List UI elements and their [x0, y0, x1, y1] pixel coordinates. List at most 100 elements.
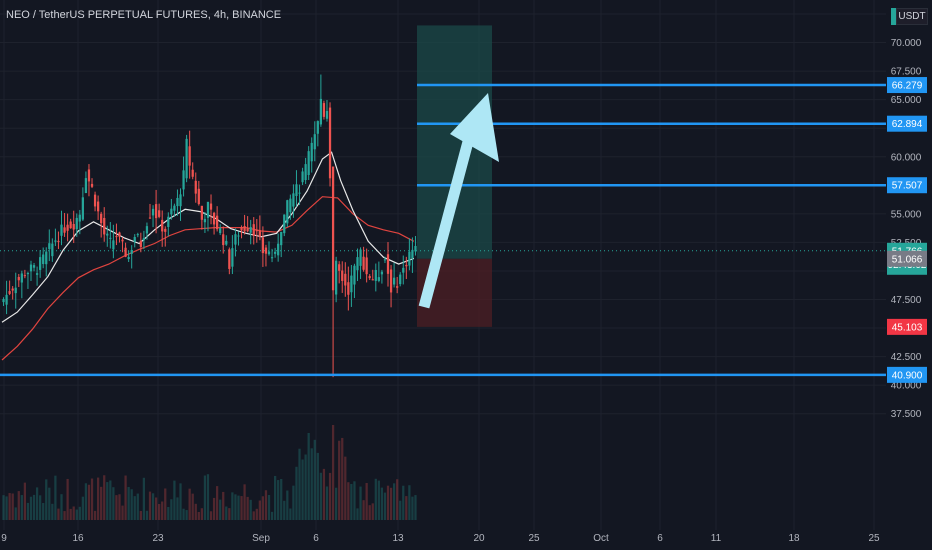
volume-bar: [356, 508, 359, 520]
candle-body: [161, 219, 164, 232]
volume-bar: [383, 492, 387, 520]
candle-body: [188, 146, 191, 166]
volume-bar: [249, 499, 252, 520]
volume-bar: [313, 439, 316, 520]
volume-bar: [54, 475, 57, 520]
candle-body: [246, 228, 249, 232]
volume-bar: [362, 500, 365, 520]
candle-body: [90, 183, 94, 187]
candle-body: [225, 240, 228, 245]
volume-bar: [295, 466, 298, 520]
volume-bar: [335, 487, 338, 520]
candle-body: [203, 218, 207, 223]
volume-bar: [203, 475, 207, 520]
x-tick-label: 25: [868, 533, 880, 544]
currency-unit-badge[interactable]: USDT: [896, 8, 928, 25]
candle-body: [298, 192, 301, 194]
volume-bar: [63, 511, 66, 520]
candle-body: [374, 269, 377, 281]
candle-body: [222, 234, 225, 246]
y-tick-label: 40.000: [891, 381, 922, 392]
volume-bar: [389, 487, 393, 520]
candle-body: [182, 170, 185, 190]
volume-bar: [252, 511, 255, 520]
x-tick-label: 25: [528, 533, 540, 544]
volume-bar: [170, 499, 173, 520]
volume-bar: [164, 488, 167, 520]
volume-bar: [325, 486, 329, 520]
volume-bar: [42, 503, 45, 520]
candle-body: [411, 249, 414, 259]
volume-bar: [145, 510, 149, 520]
volume-bar: [298, 448, 301, 520]
volume-bar: [78, 506, 81, 520]
volume-bar: [212, 497, 216, 520]
candle-body: [405, 264, 408, 267]
candle-body: [344, 273, 347, 286]
volume-bar: [328, 472, 332, 520]
volume-bar: [222, 491, 225, 520]
candle-body: [96, 201, 100, 212]
candle-body: [185, 138, 188, 179]
volume-bar: [197, 511, 200, 520]
candle-body: [270, 257, 274, 259]
volume-bar: [228, 508, 231, 520]
candle-body: [139, 240, 142, 247]
candle-body: [350, 275, 353, 293]
volume-bar: [322, 468, 326, 520]
volume-bar: [109, 480, 112, 520]
volume-bar: [304, 454, 307, 520]
candle-body: [69, 221, 72, 229]
volume-bar: [191, 493, 194, 520]
price-label-stop: 45.103: [892, 322, 923, 333]
candle-body: [371, 279, 374, 281]
candle-body: [338, 264, 341, 271]
candle-body: [87, 169, 91, 182]
candle-body: [243, 225, 246, 232]
candle-body: [264, 247, 268, 254]
candle-body: [191, 169, 194, 177]
volume-bar: [374, 478, 377, 520]
candle-body: [255, 230, 258, 232]
candle-body: [173, 205, 176, 211]
candle-body: [17, 276, 20, 281]
volume-bar: [87, 484, 91, 520]
candle-body: [51, 243, 54, 257]
volume-bar: [66, 478, 69, 520]
volume-bar: [267, 494, 271, 520]
candle-body: [310, 142, 313, 162]
candle-body: [383, 259, 387, 261]
volume-bar: [243, 484, 246, 520]
candle-body: [365, 257, 368, 275]
volume-bar: [414, 495, 417, 520]
candle-body: [167, 216, 170, 227]
volume-bar: [341, 437, 344, 520]
volume-bar: [319, 472, 323, 520]
candle-body: [48, 243, 51, 250]
time-axis[interactable]: 9 16 23 Sep 6 13 20 25 Oct 6 11 18 25: [1, 533, 880, 544]
candle-body: [322, 103, 326, 117]
candle-body: [72, 224, 75, 230]
candle-body: [307, 151, 310, 175]
candle-body: [112, 240, 115, 250]
candle-body: [234, 234, 237, 245]
candle-body: [252, 224, 255, 236]
candle-body: [54, 240, 57, 242]
volume-bar: [23, 482, 27, 520]
volume-bar: [280, 478, 283, 520]
volume-bar: [45, 479, 48, 520]
candle-body: [136, 234, 139, 236]
price-label-entry: 51.066: [892, 254, 923, 265]
candle-body: [283, 214, 286, 234]
candle-body: [292, 193, 295, 207]
price-axis[interactable]: 37.50040.00042.50045.00047.50050.00052.5…: [891, 10, 922, 421]
candle-body: [295, 184, 298, 196]
volume-bar: [151, 493, 155, 520]
candle-body: [29, 264, 33, 272]
volume-bar: [225, 506, 228, 520]
candle-body: [206, 201, 210, 218]
volume-bar: [316, 452, 319, 520]
candle-body: [118, 232, 121, 237]
